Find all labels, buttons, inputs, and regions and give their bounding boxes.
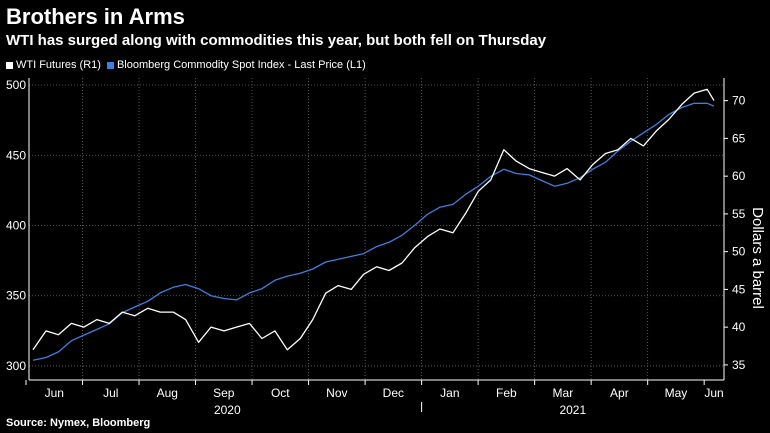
grid-lines: [29, 78, 724, 380]
x-axis-tick-label: Apr: [610, 386, 629, 400]
legend-label-bcom: Bloomberg Commodity Spot Index - Last Pr…: [116, 59, 366, 71]
x-axis-tick-label: Mar: [553, 386, 574, 400]
series-lines: [32, 88, 715, 361]
right-axis-tick-label: 35: [732, 358, 746, 372]
legend-item-wti: WTI Futures (R1): [6, 59, 101, 71]
right-axis-tick-label: 55: [732, 207, 746, 221]
axes: 300 350 400 450 500 35 40 45 50 55 60 65 70 Jun Jul Aug…: [6, 78, 746, 417]
x-axis-tick-label: Jul: [103, 386, 118, 400]
right-axis-tick-label: 65: [732, 131, 746, 145]
x-axis-tick-label: Feb: [496, 386, 517, 400]
right-axis-tick-label: 70: [732, 94, 746, 108]
x-axis-tick-label: Sep: [213, 386, 235, 400]
x-axis-tick-label: Dec: [383, 386, 404, 400]
left-axis-tick-label: 450: [6, 148, 26, 162]
x-axis-tick-label: May: [665, 386, 688, 400]
right-axis-tick-label: 50: [732, 245, 746, 259]
series-line-wti-futures: [32, 88, 715, 351]
left-axis-tick-label: 300: [6, 359, 26, 373]
right-axis-label: Dollars a barrel: [749, 207, 766, 309]
left-axis-tick-label: 400: [6, 218, 26, 232]
year-label-2021: 2021: [559, 403, 586, 417]
x-axis-tick-label: Jun: [45, 386, 64, 400]
year-label-2020: 2020: [214, 403, 241, 417]
legend-swatch-bcom: [106, 61, 114, 69]
source-note: Source: Nymex, Bloomberg: [6, 417, 151, 429]
legend: WTI Futures (R1) Bloomberg Commodity Spo…: [6, 59, 366, 71]
chart-title: Brothers in Arms: [6, 4, 185, 29]
x-axis-tick-label: Oct: [271, 386, 290, 400]
right-axis-tick-label: 60: [732, 169, 746, 183]
chart-subtitle: WTI has surged along with commodities th…: [6, 32, 547, 49]
legend-label-wti: WTI Futures (R1): [16, 59, 101, 71]
x-axis-tick-label: Nov: [326, 386, 347, 400]
right-axis-tick-label: 45: [732, 282, 746, 296]
x-axis-tick-label: Jan: [440, 386, 459, 400]
legend-swatch-wti: [6, 61, 13, 69]
series-line-bloomberg-commodity: [32, 102, 715, 361]
x-axis-tick-label: Aug: [157, 386, 178, 400]
left-axis-tick-label: 350: [6, 289, 26, 303]
x-axis-tick-label: Jun: [704, 386, 723, 400]
right-axis-tick-label: 40: [732, 320, 746, 334]
left-axis-tick-label: 500: [6, 78, 26, 92]
legend-item-bcom: Bloomberg Commodity Spot Index - Last Pr…: [106, 59, 366, 71]
